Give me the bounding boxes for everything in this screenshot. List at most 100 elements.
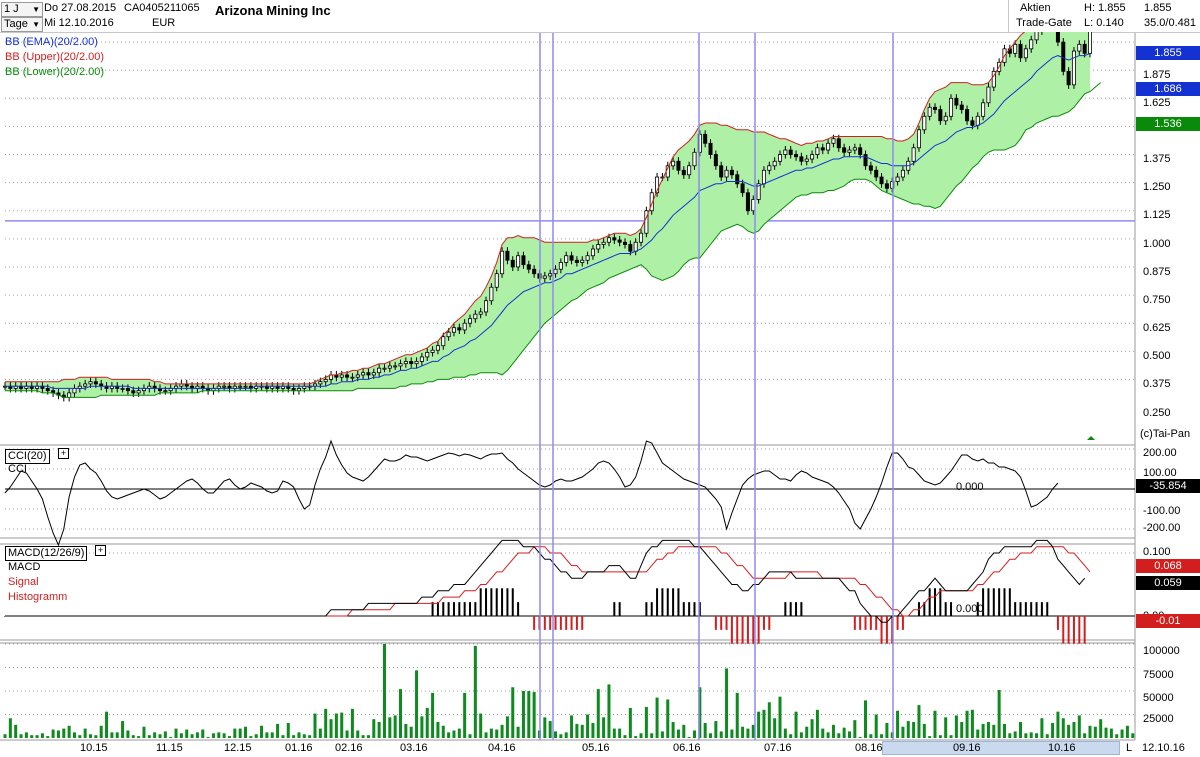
macd-histogram-bar [362,616,365,617]
macd-histogram-bar [629,616,632,617]
macd-histogram-bar [533,616,536,630]
volume-bar [864,700,868,738]
volume-bar [874,714,878,738]
candle [345,374,350,378]
candle [836,138,841,149]
scroll-end-button[interactable]: L [1126,742,1133,754]
interval-select[interactable]: Tage ▼ [1,17,43,32]
volume-bar [500,724,504,738]
macd-legend-box[interactable]: MACD(12/26/9) [5,546,88,561]
chart-canvas[interactable] [0,32,1200,757]
candle [804,158,809,162]
volume-bar [281,735,285,738]
volume-bar [276,723,280,738]
macd-histogram-bar [1008,588,1011,616]
candle [350,376,355,379]
macd-histogram-bar [885,616,888,644]
candle [1077,43,1082,52]
macd-histogram-bar [559,616,562,630]
volume-bar [211,733,215,738]
candle [884,183,889,189]
volume-bar [783,728,787,738]
candle [457,327,462,331]
volume-bar [575,723,579,738]
volume-bar [40,733,44,738]
candle [772,160,777,167]
cci-legend-box[interactable]: CCI(20) [5,449,50,464]
candle [938,109,943,122]
macd-histogram-bar [816,616,819,617]
price-tick: 0.250 [1143,407,1171,419]
candle [494,273,499,288]
candle [83,383,88,387]
candle [1013,43,1018,54]
volume-bar [762,709,766,738]
macd-histogram-bar [490,588,493,616]
volume-bar [244,726,248,738]
macd-histogram-bar [404,616,407,617]
volume-bar [356,730,360,738]
candle [975,115,980,126]
macd-histogram-bar [773,616,776,617]
volume-bar [778,696,782,738]
macd-histogram-bar [661,588,664,616]
volume-bar [1040,718,1044,738]
volume-bar [67,725,71,738]
volume-bar [554,731,558,738]
candle [45,388,50,392]
volume-bar [195,732,199,738]
macd-histogram-bar [517,602,520,616]
time-scrollbar[interactable] [882,741,1120,755]
period-select[interactable]: 1 J ▼ [1,2,43,17]
macd-add-button[interactable]: + [93,545,106,558]
volume-bar [382,644,386,738]
low-value: L: 0.140 [1084,17,1124,29]
bb-upper-line [5,32,1026,385]
macd-histogram-bar [624,616,626,617]
volume-bar [1120,729,1124,738]
date-to[interactable]: Mi 12.10.2016 [44,17,114,29]
date-tick: 12.15 [224,742,252,754]
volume-bar [495,729,499,738]
currency-label: EUR [152,17,176,29]
volume-bar [1061,718,1065,738]
volume-bar [62,728,66,738]
candle [911,147,916,162]
macd-histogram-bar [378,616,381,617]
volume-bar [147,735,151,738]
volume-bar [14,724,18,738]
volume-bar [201,729,205,738]
candle [366,372,371,376]
volume-bar [1002,723,1006,738]
candle [510,259,515,268]
macd-histogram-bar [901,616,904,630]
macd-histogram-bar [372,616,375,617]
volume-bar [709,733,713,738]
volume-bar [415,670,419,738]
volume-bar [741,726,745,738]
candle [601,241,606,245]
price-tick: 1.125 [1143,209,1171,221]
candle [451,327,456,333]
volume-bar [121,721,125,738]
candle [687,165,692,176]
candle [868,165,873,171]
volume-bar [970,709,974,738]
cci-add-button[interactable]: + [56,448,69,461]
candle [505,250,510,261]
volume-bar [169,737,173,738]
volume-bar [1088,725,1092,738]
volume-bar [30,735,34,738]
macd-histogram-bar [955,616,958,617]
instrument-title: Arizona Mining Inc [215,3,331,18]
volume-tick: 75000 [1143,669,1174,681]
volume-bar [1125,725,1129,738]
macd-histogram-bar [741,616,744,644]
volume-bar [660,731,664,738]
volume-bar [1083,733,1087,738]
date-from[interactable]: Do 27.08.2015 [44,2,117,14]
price-tick: 0.875 [1143,266,1171,278]
macd-histogram-bar [1046,602,1049,616]
macd-histogram-bar [848,616,851,617]
macd-histogram-bar [832,616,835,617]
